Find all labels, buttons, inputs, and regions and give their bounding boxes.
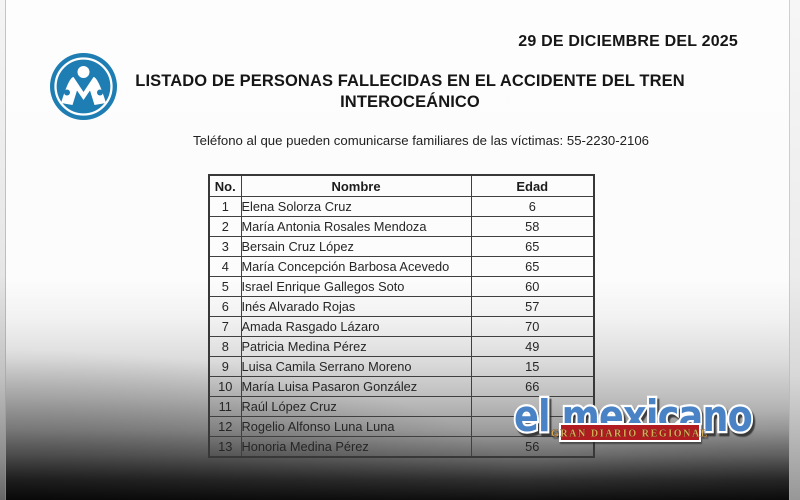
- cell-edad: 70: [470, 316, 595, 337]
- victims-table: No. Nombre Edad 1 Elena Solorza Cruz 6 2…: [208, 174, 595, 458]
- table-row: 2 María Antonia Rosales Mendoza 58: [208, 216, 595, 237]
- cell-no: 2: [208, 216, 242, 237]
- cell-no: 12: [208, 416, 242, 437]
- contact-phone-line: Teléfono al que pueden comunicarse famil…: [193, 133, 649, 148]
- table-row: 7 Amada Rasgado Lázaro 70: [208, 316, 595, 337]
- cell-no: 13: [208, 436, 242, 458]
- cell-edad: 49: [470, 336, 595, 357]
- family-m-circle-logo-icon: [50, 53, 117, 120]
- cell-no: 9: [208, 356, 242, 377]
- document-title-line2: INTEROCEÁNICO: [340, 93, 480, 111]
- table-row: 11 Raúl López Cruz: [208, 396, 595, 417]
- header-no: No.: [208, 174, 242, 197]
- watermark-masthead: el mexicano: [514, 391, 752, 442]
- cell-nombre: Amada Rasgado Lázaro: [240, 316, 472, 337]
- table-row: 1 Elena Solorza Cruz 6: [208, 196, 595, 217]
- table-row: 10 María Luisa Pasaron González 66: [208, 376, 595, 397]
- cell-no: 3: [208, 236, 242, 257]
- table-row: 6 Inés Alvarado Rojas 57: [208, 296, 595, 317]
- cell-nombre: Luisa Camila Serrano Moreno: [240, 356, 472, 377]
- cell-no: 4: [208, 256, 242, 277]
- cell-edad: 60: [470, 276, 595, 297]
- watermark-banner: GRAN DIARIO REGIONAL: [551, 423, 709, 442]
- table-row: 13 Honoria Medina Pérez 56: [208, 436, 595, 458]
- cell-nombre: Bersain Cruz López: [240, 236, 472, 257]
- cell-no: 1: [208, 196, 242, 217]
- cell-nombre: María Antonia Rosales Mendoza: [240, 216, 472, 237]
- cell-edad: 65: [470, 236, 595, 257]
- table-header-row: No. Nombre Edad: [208, 174, 595, 197]
- cell-edad: 66: [470, 376, 595, 397]
- photo-edge-left: [0, 0, 6, 500]
- table-row: 5 Israel Enrique Gallegos Soto 60: [208, 276, 595, 297]
- cell-nombre: Patricia Medina Pérez: [240, 336, 472, 357]
- table-row: 3 Bersain Cruz López 65: [208, 236, 595, 257]
- table-row: 9 Luisa Camila Serrano Moreno 15: [208, 356, 595, 377]
- cell-nombre: María Concepción Barbosa Acevedo: [240, 256, 472, 277]
- cell-no: 11: [208, 396, 242, 417]
- document-title-line1: LISTADO DE PERSONAS FALLECIDAS EN EL ACC…: [135, 72, 685, 90]
- cell-no: 6: [208, 296, 242, 317]
- cell-nombre: María Luisa Pasaron González: [240, 376, 472, 397]
- photo-edge-right: [789, 0, 800, 500]
- cell-edad: 6: [470, 196, 595, 217]
- cell-no: 5: [208, 276, 242, 297]
- cell-nombre: Israel Enrique Gallegos Soto: [240, 276, 472, 297]
- el-mexicano-watermark: el mexicano GRAN DIARIO REGIONAL: [512, 390, 756, 444]
- cell-no: 10: [208, 376, 242, 397]
- header-nombre: Nombre: [240, 174, 472, 197]
- cell-nombre: Rogelio Alfonso Luna Luna: [240, 416, 472, 437]
- cell-edad: 57: [470, 296, 595, 317]
- watermark-tagline: GRAN DIARIO REGIONAL: [551, 429, 709, 440]
- header-edad: Edad: [470, 174, 595, 197]
- cell-edad: 15: [470, 356, 595, 377]
- cell-edad: 65: [470, 256, 595, 277]
- cell-no: 8: [208, 336, 242, 357]
- cell-nombre: Raúl López Cruz: [240, 396, 472, 417]
- table-row: 4 María Concepción Barbosa Acevedo 65: [208, 256, 595, 277]
- document-date: 29 DE DICIEMBRE DEL 2025: [518, 33, 738, 50]
- cell-no: 7: [208, 316, 242, 337]
- table-row: 8 Patricia Medina Pérez 49: [208, 336, 595, 357]
- document-title: LISTADO DE PERSONAS FALLECIDAS EN EL ACC…: [110, 71, 710, 113]
- cell-nombre: Inés Alvarado Rojas: [240, 296, 472, 317]
- cell-nombre: Elena Solorza Cruz: [240, 196, 472, 217]
- cell-nombre: Honoria Medina Pérez: [240, 436, 472, 458]
- cell-edad: 58: [470, 216, 595, 237]
